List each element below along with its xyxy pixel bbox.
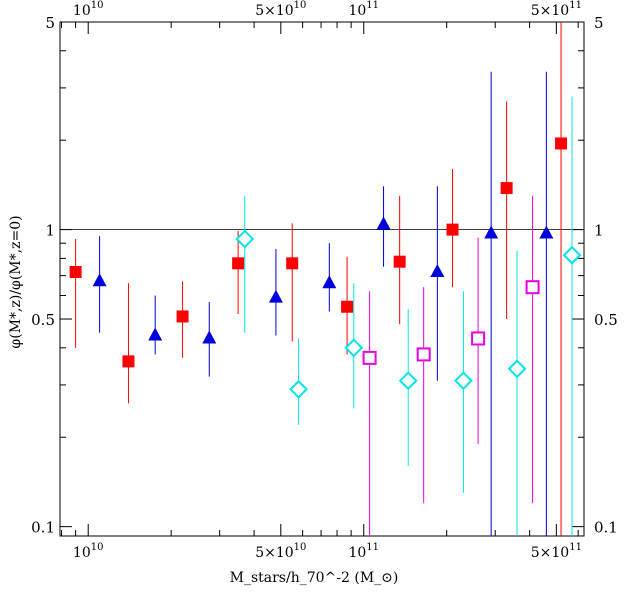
- data-point: [525, 280, 540, 295]
- x-tick-label-bottom: 1011: [348, 542, 379, 561]
- x-tick-label-bottom: 5×1011: [531, 542, 582, 561]
- x-tick-label-top: 1011: [348, 0, 379, 19]
- x-tick-label-top: 5×1010: [255, 0, 306, 19]
- data-point: [500, 182, 513, 195]
- data-point: [539, 225, 554, 239]
- data-point: [69, 265, 82, 278]
- data-point: [484, 225, 499, 239]
- plot-frame-group: [59, 21, 585, 537]
- data-point: [376, 216, 391, 230]
- data-point: [341, 300, 354, 313]
- data-point: [232, 257, 245, 270]
- y-tick-label-right: 5: [594, 14, 604, 32]
- x-axis-label: M_stars/h_70^-2 (M_⊙): [230, 570, 399, 586]
- y-tick-label-right: 0.1: [594, 519, 618, 537]
- y-tick-label-left: 5: [45, 14, 55, 32]
- data-point: [322, 275, 337, 289]
- data-point: [398, 371, 418, 391]
- data-point: [235, 229, 255, 249]
- data-point: [446, 223, 459, 236]
- x-tick-label-top: 5×1011: [531, 0, 582, 19]
- data-point: [555, 137, 568, 150]
- data-point: [176, 310, 189, 323]
- data-point: [393, 255, 406, 268]
- tick-labels-layer: 1010 1010 5×1010 5×1010 1011 1011 5×1011 5×1011…: [31, 0, 618, 561]
- data-point: [471, 331, 486, 346]
- ticks-layer: [60, 21, 584, 536]
- error-bars-layer: [75, 22, 573, 536]
- x-tick-label-bottom: 1010: [73, 542, 104, 561]
- data-point: [344, 338, 364, 358]
- data-point: [362, 350, 377, 365]
- data-point: [562, 245, 582, 265]
- y-tick-label-right: 0.5: [594, 311, 618, 329]
- x-tick-label-bottom: 5×1010: [255, 542, 306, 561]
- data-point: [148, 327, 163, 341]
- data-point: [430, 263, 445, 277]
- y-tick-label-left: 1: [45, 222, 55, 240]
- y-tick-label-left: 0.5: [31, 311, 55, 329]
- y-tick-label-right: 1: [594, 222, 604, 240]
- x-tick-label-top: 1010: [73, 0, 104, 19]
- data-point: [202, 330, 217, 344]
- data-point: [122, 355, 135, 368]
- data-point: [507, 359, 527, 379]
- y-tick-label-left: 0.1: [31, 519, 55, 537]
- markers-layer: [69, 137, 582, 399]
- data-point: [268, 289, 283, 303]
- plot-frame: [59, 21, 585, 537]
- data-point: [286, 257, 299, 270]
- data-point: [454, 371, 473, 391]
- data-point: [416, 347, 431, 362]
- data-point: [92, 273, 107, 287]
- data-point: [289, 379, 308, 399]
- y-axis-label: φ(M*,z)/φ(M*,z=0): [8, 215, 24, 348]
